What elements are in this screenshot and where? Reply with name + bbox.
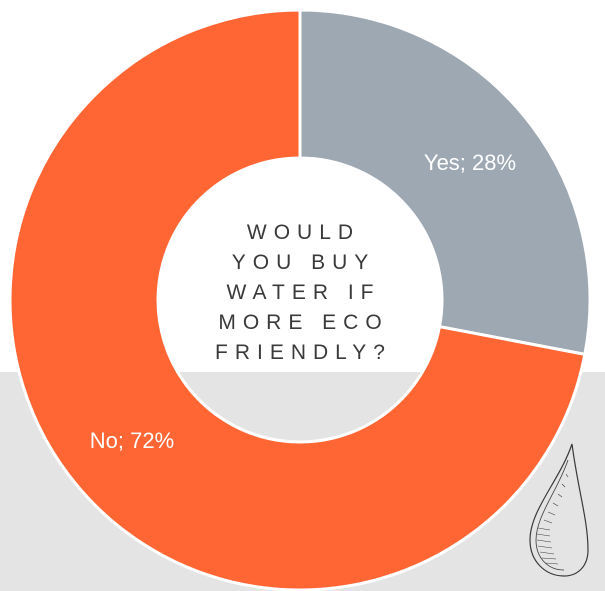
title-line: WOULD [246,221,361,244]
chart-title: WOULD YOU BUY WATER IF MORE ECO FRIENDLY… [200,218,400,368]
title-line: WATER IF [226,281,381,304]
slice-yes [298,8,592,357]
slice-label-no: No; 72% [90,428,174,453]
slice-no [8,8,587,591]
water-drop-icon [529,443,589,577]
slices-group [8,8,592,591]
slice-label-yes: Yes; 28% [424,150,516,175]
title-line: FRIENDLY? [215,341,392,364]
title-line: YOU BUY [231,251,376,274]
title-line: MORE ECO [218,311,389,334]
labels-group: Yes; 28% No; 72% [90,150,516,453]
